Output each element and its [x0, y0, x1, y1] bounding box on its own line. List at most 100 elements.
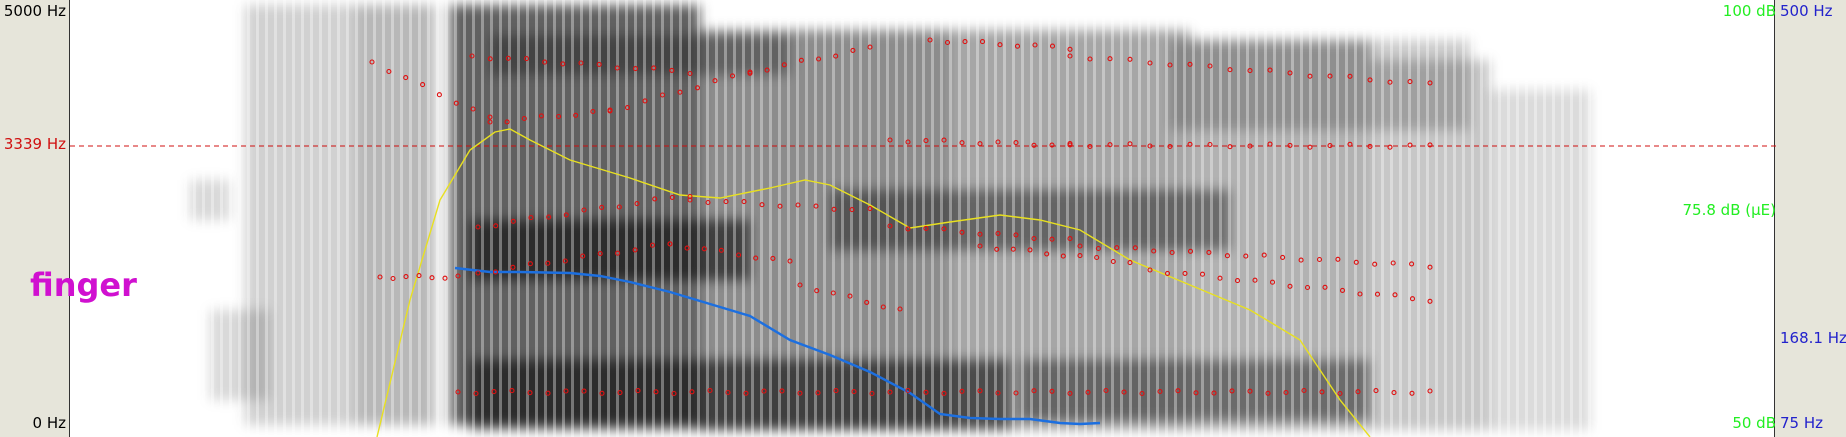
- formant-f5-point: [944, 39, 951, 46]
- formant-f5-point: [614, 65, 620, 71]
- formant-f5-point: [651, 65, 657, 71]
- formant-f1-point: [1409, 390, 1415, 396]
- formant-f3-point: [528, 215, 534, 221]
- formant-f1-point: [887, 389, 893, 395]
- formant-f5-point: [1367, 77, 1373, 83]
- formant-f3-point: [1316, 256, 1323, 263]
- pitch-curve: [454, 266, 1101, 426]
- formant-f5-point: [1067, 53, 1073, 59]
- formant-f4-point: [798, 57, 804, 63]
- formant-f2-point: [1427, 298, 1433, 304]
- formant-f4-point: [624, 105, 631, 111]
- formant-f1-point: [635, 388, 641, 394]
- formant-f5-point: [1287, 70, 1293, 76]
- formant-f3-point: [1372, 261, 1378, 267]
- formant-f1-point: [977, 388, 983, 394]
- formant-f4-point: [764, 67, 770, 73]
- formant-f2-point: [510, 264, 516, 270]
- formant-f4-point: [1067, 142, 1073, 148]
- formant-f4-point: [369, 59, 375, 65]
- formant-f2-point: [1392, 292, 1398, 298]
- freq-axis-top-label: 5000 Hz: [3, 2, 66, 20]
- formant-f2-point: [814, 288, 820, 294]
- formant-f3-point: [1114, 245, 1120, 251]
- formant-f3-point: [1353, 259, 1359, 265]
- formant-f4-point: [1347, 141, 1353, 147]
- formant-f2-point: [1304, 284, 1311, 291]
- formant-f4-point: [1287, 142, 1293, 148]
- formant-f1-point: [1121, 389, 1127, 395]
- formant-f2-point: [1357, 291, 1363, 297]
- formant-f1-point: [599, 390, 605, 396]
- formant-f2-point: [1164, 270, 1171, 276]
- intensity-value-label: 75.8 dB (µE): [1682, 201, 1776, 219]
- formant-f1-point: [1229, 388, 1235, 394]
- formant-f3-point: [1077, 243, 1083, 249]
- formant-f2-point: [1234, 278, 1241, 284]
- formant-f3-point: [475, 224, 481, 230]
- formant-f1-point: [869, 390, 875, 397]
- formant-f1-point: [725, 389, 731, 396]
- formant-f2-point: [797, 282, 803, 288]
- formant-f1-point: [941, 390, 947, 396]
- formant-f4-point: [747, 69, 753, 75]
- formant-f3-point: [546, 214, 552, 220]
- formant-f3-point: [813, 203, 819, 209]
- formant-f2-point: [492, 269, 499, 275]
- formant-f2-point: [1110, 258, 1116, 265]
- formant-f3-point: [1427, 264, 1433, 270]
- formant-f2-point: [475, 270, 481, 276]
- formant-f2-point: [597, 251, 603, 257]
- formant-f2-point: [562, 258, 568, 264]
- formant-f3-point: [723, 199, 729, 205]
- formant-f1-point: [797, 390, 803, 396]
- formant-f2-point: [830, 290, 836, 296]
- formant-f1-point: [959, 388, 965, 394]
- spectrogram-canvas[interactable]: [70, 0, 1776, 437]
- formant-f1-point: [617, 390, 623, 396]
- formant-f1-point: [1283, 389, 1289, 396]
- formant-f2-point: [1010, 246, 1016, 252]
- formant-f3-point: [616, 204, 622, 210]
- spectrogram-panel[interactable]: [69, 0, 1776, 437]
- formant-f1-point: [1013, 390, 1019, 396]
- formant-f3-point: [959, 229, 965, 235]
- formant-f3-point: [634, 201, 640, 207]
- formant-f2-point: [455, 273, 461, 279]
- formant-f4-point: [642, 98, 648, 104]
- word-annotation: finger: [30, 266, 137, 304]
- formant-f4-point: [1207, 141, 1213, 148]
- formant-f2-point: [390, 275, 396, 282]
- formant-f1-point: [1193, 390, 1199, 396]
- formant-f4-point: [573, 112, 579, 118]
- formant-f1-point: [1373, 388, 1379, 394]
- formant-f2-point: [615, 250, 621, 256]
- formant-f5-point: [962, 39, 968, 45]
- formant-f4-point: [1087, 143, 1093, 150]
- intensity-bottom-label: 50 dB: [1732, 414, 1776, 432]
- formant-f3-point: [831, 206, 837, 212]
- formant-f2-point: [1182, 270, 1188, 276]
- formant-f1-point: [779, 388, 785, 394]
- formant-f5-point: [1427, 80, 1433, 86]
- formant-f2-point: [1199, 271, 1206, 277]
- formant-f4-point: [521, 115, 527, 122]
- formant-f3-point: [1390, 260, 1396, 266]
- formant-f4-point: [1049, 142, 1055, 148]
- formant-f4-point: [959, 140, 965, 146]
- formant-f4-point: [1107, 142, 1113, 148]
- formant-f4-point: [677, 89, 683, 95]
- formant-f3-point: [1095, 245, 1101, 252]
- formant-f2-point: [1077, 253, 1083, 259]
- formant-f4-point: [905, 139, 911, 145]
- formant-f5-point: [669, 67, 675, 73]
- formant-f1-point: [833, 388, 839, 394]
- formant-f4-point: [556, 113, 562, 120]
- formant-f5-point: [1014, 43, 1021, 49]
- formant-f1-point: [509, 388, 515, 394]
- formant-f4-point: [1187, 141, 1193, 147]
- formant-f5-point: [1187, 61, 1193, 67]
- formant-f3-point: [867, 206, 873, 212]
- formant-f2-point: [994, 246, 1000, 252]
- formant-f3-point: [995, 230, 1001, 236]
